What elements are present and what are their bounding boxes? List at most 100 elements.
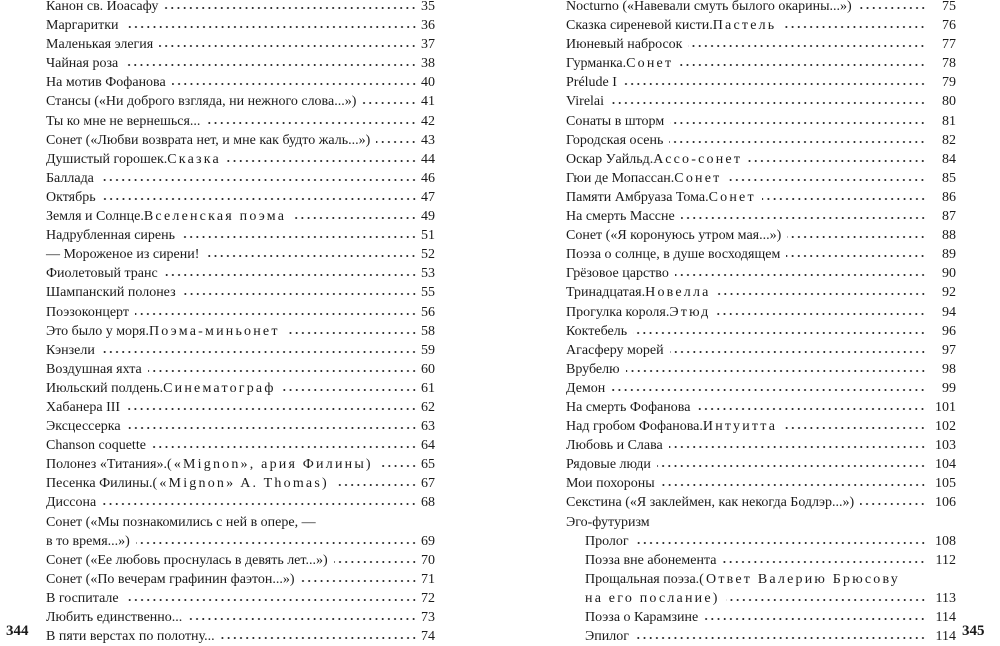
entry-title: Памяти Амбруаза Тома.: [566, 189, 709, 205]
entry-title: На смерть Фофанова: [566, 399, 691, 415]
entry-page: 76: [942, 18, 956, 34]
toc-entry: Кэнзели 59: [46, 341, 435, 360]
toc-entry: Баллада 46: [46, 169, 435, 188]
entry-title: На мотив Фофанова: [46, 75, 166, 91]
entry-page: 65: [421, 457, 435, 473]
entry-subtitle: («Mignon», ария Филины): [166, 457, 373, 473]
entry-subtitle-cont: на его послание): [585, 590, 720, 606]
leader-dots: [669, 133, 926, 144]
entry-title: Сонет («Мы познакомились с ней в опере, …: [46, 514, 316, 530]
entry-title: Надрубленная сирень: [46, 228, 175, 244]
leader-dots: [188, 611, 417, 621]
toc-entry: Virelai 80: [566, 92, 956, 111]
toc-entry: Любить единственно... 73: [46, 608, 435, 627]
entry-title: Эпилог: [585, 629, 629, 645]
toc-entry: На мотив Фофанова 40: [46, 73, 435, 92]
entry-page: 113: [935, 590, 956, 606]
leader-dots: [611, 381, 926, 392]
entry-title: Агасферу морей: [566, 342, 664, 358]
entry-subtitle: Вселенская поэма: [143, 209, 287, 225]
toc-entry-continuation: в то время...») 69: [46, 532, 435, 551]
toc-entry: Июневый набросок 77: [566, 35, 956, 54]
entry-page: 108: [935, 533, 956, 549]
entry-title: Прогулка короля.: [566, 304, 670, 320]
toc-entry: Маргаритки 36: [46, 16, 435, 35]
toc-entry: Мои похороны 105: [566, 474, 956, 493]
toc-entry: Надрубленная сирень 51: [46, 226, 435, 245]
entry-title: Сказка сиреневой кисти.: [566, 18, 713, 34]
entry-page: 96: [942, 323, 956, 339]
toc-entry: Грёзовое царство 90: [566, 264, 956, 283]
entry-subtitle: (Ответ Валерию Брюсову: [699, 571, 900, 587]
entry-title: Сонет («Любви возврата нет, и мне как бу…: [46, 132, 371, 148]
entry-page: 43: [421, 132, 435, 148]
entry-title: Поэза вне абонемента: [585, 552, 717, 568]
toc-entry: Коктебель 96: [566, 322, 956, 341]
entry-page: 46: [421, 170, 435, 186]
entry-page: 40: [421, 75, 435, 91]
leader-dots: [668, 439, 926, 450]
entry-title: Воздушная яхта: [46, 361, 142, 377]
entry-page: 60: [421, 361, 435, 377]
entry-page: 68: [421, 495, 435, 511]
entry-subtitle: Новелла: [645, 285, 711, 301]
entry-page: 106: [935, 495, 956, 511]
leader-dots: [99, 171, 417, 182]
toc-entry: Стансы («Ни доброго взгляда, ни нежного …: [46, 92, 435, 111]
entry-title: Гюи де Мопассан.: [566, 170, 675, 186]
entry-title: На смерть Массне: [566, 209, 675, 225]
entry-page: 62: [421, 399, 435, 415]
entry-page: 112: [935, 552, 956, 568]
leader-dots: [151, 439, 417, 450]
entry-page: 35: [421, 0, 435, 14]
entry-title: — Мороженое из сирени!: [46, 247, 200, 263]
entry-title: Маленькая элегия: [46, 37, 154, 53]
leader-dots: [101, 190, 417, 201]
toc-entry: В пяти верстах по полотну... 74: [46, 627, 435, 646]
entry-page: 90: [942, 266, 956, 282]
toc-entry: Диссона 68: [46, 493, 435, 512]
entry-subtitle: Сказка: [167, 151, 221, 167]
entry-title: Поэзоконцерт: [46, 304, 129, 320]
entry-page: 73: [421, 610, 435, 625]
leader-dots: [857, 0, 926, 10]
leader-dots: [748, 152, 926, 163]
entry-title: Шампанский полонез: [46, 285, 176, 301]
leader-dots: [633, 324, 926, 335]
entry-title: Nocturno («Навевали смуть былого окарины…: [566, 0, 852, 14]
toc-entry: Эпилог 114: [566, 627, 956, 646]
entry-page: 88: [942, 228, 956, 244]
toc-left-page: Канон св. Иоасафу 35 Маргаритки 36 Маленькая…: [46, 0, 435, 646]
toc-entry: Оскар Уайльд. Ассо-сонет 84: [566, 150, 956, 169]
leader-dots: [181, 229, 417, 240]
toc-entry: Секстина («Я заклеймен, как некогда Бодл…: [566, 493, 956, 512]
entry-title: Любовь и Слава: [566, 438, 663, 454]
leader-dots: [333, 553, 417, 564]
entry-title: Virelai: [566, 94, 605, 110]
leader-dots: [660, 477, 926, 488]
toc-right-page: Nocturno («Навевали смуть былого окарины…: [566, 0, 956, 646]
toc-entry: Прощальная поэза. (Ответ Валерию Брюсову: [566, 570, 956, 589]
toc-entry: Демон 99: [566, 379, 956, 398]
toc-entry: Июльский полдень. Синематограф 61: [46, 379, 435, 398]
leader-dots: [725, 591, 926, 602]
entry-page: 72: [421, 590, 435, 606]
toc-section-heading: Эго-футуризм: [566, 513, 956, 532]
entry-title: Эксцессерка: [46, 419, 121, 435]
toc-entry: Пролог 108: [566, 532, 956, 551]
leader-dots: [126, 420, 417, 431]
entry-page: 52: [421, 247, 435, 263]
entry-page: 56: [421, 304, 435, 320]
entry-page: 71: [421, 571, 435, 587]
entry-title: Рядовые люди: [566, 457, 651, 473]
leader-dots: [124, 19, 417, 30]
toc-entry: Эксцессерка 63: [46, 417, 435, 436]
entry-page: 94: [942, 304, 956, 320]
toc-entry: Chanson coquette 64: [46, 436, 435, 455]
entry-page: 41: [421, 94, 435, 110]
entry-title: Полонез «Титания».: [46, 457, 167, 473]
leader-dots: [164, 0, 417, 10]
entry-title: Мои похороны: [566, 476, 655, 492]
entry-subtitle: Пастель: [712, 18, 777, 34]
entry-subtitle: («Mignon» A. Thomas): [152, 476, 329, 492]
